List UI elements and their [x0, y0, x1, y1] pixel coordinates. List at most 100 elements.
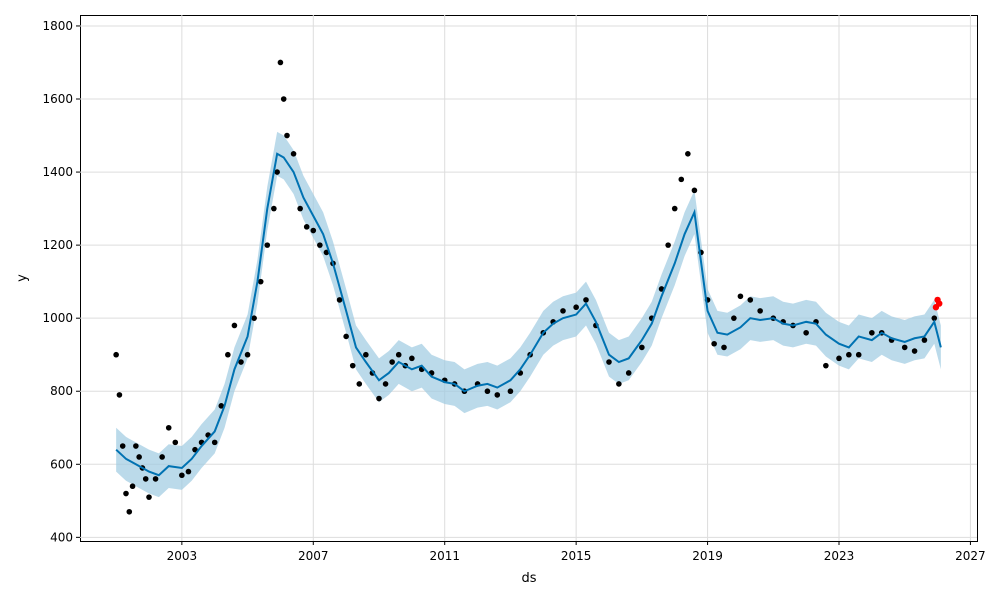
observed-point: [251, 315, 257, 321]
observed-point: [836, 355, 842, 362]
observed-point: [671, 205, 678, 212]
observed-point: [310, 227, 317, 234]
observed-point: [116, 392, 123, 398]
observed-point: [172, 439, 179, 446]
y-tick-label: 400: [50, 530, 73, 544]
observed-point: [303, 224, 310, 230]
observed-point: [869, 329, 875, 336]
x-tick-label: 2011: [429, 549, 460, 563]
observed-point: [349, 362, 356, 369]
observed-point: [711, 340, 717, 347]
x-tick-label: 2023: [824, 549, 855, 563]
x-tick-label: 2015: [561, 549, 592, 563]
grid-lines: [80, 15, 977, 541]
observed-point: [192, 446, 198, 453]
highlight-points: [932, 296, 943, 311]
observed-point: [284, 132, 290, 139]
y-tick-label: 1200: [42, 238, 73, 252]
observed-point: [231, 322, 238, 329]
observed-point: [136, 454, 142, 460]
observed-point: [290, 151, 297, 157]
x-tick-label: 2027: [955, 549, 986, 563]
uncertainty-band: [116, 131, 941, 498]
observed-point: [356, 381, 363, 387]
observed-point: [395, 351, 402, 358]
observed-point: [185, 468, 192, 475]
observed-point: [376, 395, 382, 402]
observed-point: [409, 355, 415, 362]
observed-point: [747, 297, 754, 303]
plot-frame: [80, 15, 978, 542]
highlight-point: [936, 300, 943, 307]
observed-point: [507, 388, 514, 395]
observed-point: [336, 297, 343, 303]
observed-point: [142, 476, 149, 482]
observed-point: [297, 205, 303, 212]
observed-point: [257, 278, 264, 285]
observed-point: [274, 169, 280, 175]
y-tick-label: 1800: [42, 19, 73, 33]
observed-point: [691, 187, 698, 194]
observed-point: [133, 443, 139, 449]
observed-point: [317, 242, 323, 248]
observed-point: [757, 308, 763, 314]
forecast-line: [115, 152, 942, 477]
observed-point: [855, 351, 862, 358]
y-tick-label: 1600: [42, 92, 73, 106]
observed-point: [737, 293, 744, 300]
observed-point: [616, 381, 622, 387]
observed-point: [271, 205, 277, 212]
uncertainty-band-area: [116, 131, 941, 498]
x-tick-label: 2007: [298, 549, 329, 563]
observed-point: [382, 381, 389, 387]
observed-point: [606, 359, 612, 365]
forecast-line-path: [115, 152, 942, 477]
observed-point: [238, 359, 244, 365]
observed-point: [165, 424, 172, 431]
observed-point: [494, 392, 501, 398]
observed-point: [123, 490, 129, 497]
y-tick-label: 1000: [42, 311, 73, 325]
observed-point: [625, 370, 632, 376]
observed-point: [583, 297, 589, 303]
observed-point: [639, 344, 645, 351]
observed-point: [846, 351, 852, 358]
observed-point: [179, 472, 185, 479]
y-tick-label: 1400: [42, 165, 73, 179]
observed-point: [363, 351, 369, 358]
x-tick-label: 2019: [692, 549, 723, 563]
observed-point: [665, 242, 671, 248]
observed-point: [129, 483, 136, 490]
observed-point: [921, 337, 928, 343]
observed-point: [803, 329, 809, 336]
observed-point: [218, 403, 225, 409]
observed-point: [146, 494, 152, 500]
observed-point: [721, 344, 727, 351]
x-axis-ticks: 2003 2007 2011 2015 2019 2023 2027: [167, 541, 986, 563]
observed-point: [244, 351, 251, 358]
y-tick-label: 600: [50, 457, 73, 471]
observed-point: [277, 59, 284, 66]
observed-point: [113, 351, 119, 358]
observed-point: [685, 151, 691, 157]
observed-point: [678, 176, 685, 183]
observed-point: [264, 242, 271, 248]
observed-point: [573, 304, 579, 311]
observed-point: [823, 362, 829, 369]
observed-point: [731, 315, 737, 321]
observed-point: [931, 315, 938, 321]
y-tick-label: 800: [50, 384, 73, 398]
observed-point: [280, 96, 287, 102]
observed-point: [211, 439, 218, 446]
y-axis-ticks: 400 600 800 1000 1200 1400 1600 1800: [42, 19, 80, 544]
y-axis-label: y: [15, 274, 30, 282]
observed-point: [560, 308, 566, 314]
observed-point: [389, 359, 395, 365]
observed-point: [152, 476, 159, 482]
x-axis-label: ds: [521, 571, 536, 586]
x-tick-label: 2003: [167, 549, 198, 563]
observed-point: [484, 388, 491, 395]
observed-point: [343, 333, 349, 340]
observed-point: [126, 508, 133, 515]
